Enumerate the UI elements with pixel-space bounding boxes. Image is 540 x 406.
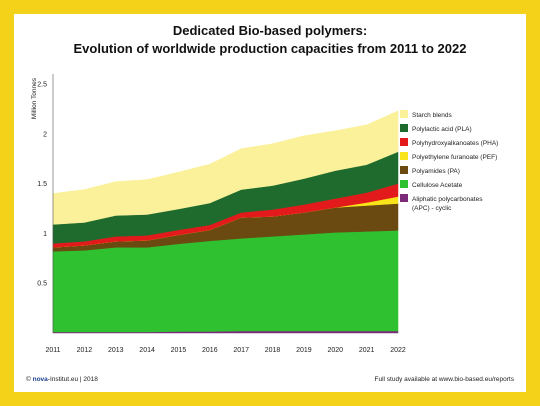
chart-title: Dedicated Bio-based polymers: xyxy=(172,23,368,38)
legend-label-cellulose-acetate: Cellulose Acetate xyxy=(412,182,463,189)
legend-label-line: Aliphatic polycarbonates xyxy=(412,196,483,203)
x-tick-label: 2016 xyxy=(202,347,218,354)
legend-swatch-polyamides-pa xyxy=(400,166,408,174)
legend-swatch-starch-blends xyxy=(400,110,408,118)
chart-axes: 0.5 1 1.5 2 2.5 2011 2012 2013 2014 2015 2016 2017 2… xyxy=(31,74,406,354)
legend-swatch-polyethylene-furanoate-pef xyxy=(400,152,408,160)
area-starch-blends xyxy=(52,110,399,225)
institute-label: -Institut.eu | 2018 xyxy=(47,376,98,383)
chart-title-block: Dedicated Bio-based polymers: Evolution … xyxy=(0,22,540,58)
x-tick-label: 2015 xyxy=(171,347,187,354)
x-tick-label: 2021 xyxy=(359,347,375,354)
copyright-symbol: © xyxy=(26,376,31,383)
legend-swatch-aliphatic-polycarbonates-apc-cyclic xyxy=(400,194,408,202)
legend-label-polyethylene-furanoate-pef: Polyethylene furanoate (PEF) xyxy=(412,154,497,161)
y-axis-label: Million Tonnes xyxy=(31,77,38,119)
chart-legend: Starch blends Polylactic acid (PLA) Polyhy… xyxy=(400,110,498,212)
legend-label-polyamides-pa: Polyamides (PA) xyxy=(412,168,460,175)
chart-areas xyxy=(52,110,399,334)
y-tick-label: 2.5 xyxy=(37,82,47,89)
legend-swatch-cellulose-acetate xyxy=(400,180,408,188)
x-tick-label: 2019 xyxy=(296,347,312,354)
y-tick-label: 0.5 xyxy=(37,281,47,288)
x-tick-label: 2022 xyxy=(390,347,406,354)
footer-study-note: Full study available at www.bio-based.eu… xyxy=(374,376,514,383)
legend-label-line: (APC) - cyclic xyxy=(412,205,452,212)
y-tick-label: 2 xyxy=(43,131,47,138)
legend-label-polyhydroxyalkanoates-pha: Polyhydroxyalkanoates (PHA) xyxy=(412,140,498,147)
x-tick-label: 2013 xyxy=(108,347,124,354)
footer-credit: © nova-Institut.eu | 2018 xyxy=(26,376,98,383)
legend-label-polylactic-acid-pla: Polylactic acid (PLA) xyxy=(412,126,472,133)
x-tick-label: 2011 xyxy=(45,347,60,354)
x-tick-label: 2017 xyxy=(233,347,249,354)
nova-logo: nova xyxy=(32,376,48,383)
x-tick-label: 2020 xyxy=(327,347,343,354)
x-tick-label: 2014 xyxy=(139,347,155,354)
legend-label-aliphatic-polycarbonates-apc-cyclic: Aliphatic polycarbonates (APC) - cyclic xyxy=(412,196,483,212)
legend-swatch-polyhydroxyalkanoates-pha xyxy=(400,138,408,146)
legend-label-starch-blends: Starch blends xyxy=(412,112,452,119)
chart-subtitle: Evolution of worldwide production capaci… xyxy=(73,41,467,56)
x-tick-label: 2012 xyxy=(77,347,93,354)
legend-swatch-polylactic-acid-pla xyxy=(400,124,408,132)
y-tick-label: 1 xyxy=(43,231,47,238)
y-tick-label: 1.5 xyxy=(37,181,47,188)
x-tick-label: 2018 xyxy=(265,347,281,354)
